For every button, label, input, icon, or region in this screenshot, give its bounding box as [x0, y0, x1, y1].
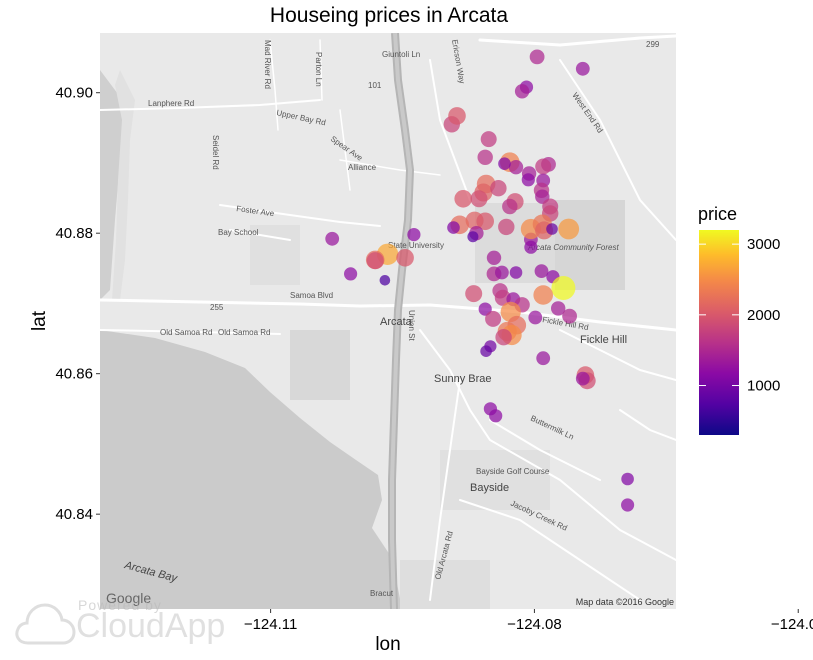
data-points	[325, 49, 635, 512]
data-point	[529, 49, 545, 65]
data-point	[509, 266, 523, 279]
data-point	[575, 371, 590, 386]
cloud-icon	[15, 603, 76, 645]
y-tick-label: 40.84	[55, 506, 93, 523]
map-label: Arcata	[380, 316, 413, 328]
data-point	[480, 131, 497, 148]
legend-tick-label: 1000	[747, 378, 780, 395]
map-label: Bayside Golf Course	[476, 467, 550, 476]
map-label: Bracut	[370, 589, 394, 598]
map-label: Giuntoli Ln	[382, 50, 420, 59]
legend-colorbar	[699, 230, 739, 435]
data-point	[621, 472, 634, 486]
x-axis: −124.11 −124.08 −124.05	[244, 609, 813, 633]
data-point	[407, 228, 421, 242]
cloudapp-watermark: Powered by CloudApp	[14, 597, 254, 657]
data-point	[344, 267, 358, 281]
data-point	[514, 84, 530, 99]
map-label: Sunny Brae	[434, 373, 491, 385]
data-point	[379, 275, 391, 286]
data-point	[448, 107, 466, 125]
map-label: Mad River Rd	[263, 40, 272, 89]
data-point	[477, 149, 493, 165]
x-axis-label: lon	[375, 634, 400, 655]
map-label: Samoa Blvd	[290, 291, 333, 300]
data-point	[454, 190, 473, 208]
sand-spit	[112, 70, 135, 300]
map-label: 299	[646, 40, 660, 49]
legend: price 1000 2000 3000	[698, 204, 780, 435]
google-logo: Google	[106, 590, 151, 606]
data-point	[470, 190, 488, 208]
map-label: 101	[368, 81, 382, 90]
legend-title: price	[698, 204, 737, 224]
map-label: Old Samoa Rd	[160, 328, 212, 337]
data-point	[498, 218, 515, 236]
map-label: Bay School	[218, 228, 259, 237]
map-label: Parton Ln	[314, 52, 323, 87]
x-tick-label: −124.11	[244, 616, 298, 633]
data-point	[494, 289, 511, 306]
y-tick-label: 40.88	[55, 225, 93, 242]
map-label: Old Samoa Rd	[218, 328, 270, 337]
data-point	[495, 329, 512, 346]
data-point	[490, 180, 507, 197]
data-point	[536, 351, 551, 366]
data-point	[467, 231, 479, 243]
data-point	[486, 250, 502, 265]
data-point	[533, 285, 553, 305]
chart-title: Houseing prices in Arcata	[270, 4, 508, 27]
map-label: State University	[388, 241, 444, 250]
legend-tick-label: 2000	[747, 307, 780, 324]
data-point	[551, 276, 576, 300]
map-label: Fickle Hill	[580, 334, 627, 346]
data-point	[508, 160, 524, 175]
y-tick-label: 40.86	[55, 366, 93, 383]
data-point	[502, 198, 518, 215]
map-label: Union St	[407, 310, 416, 341]
data-point	[495, 265, 509, 280]
map-label: Arcata Community Forest	[527, 243, 619, 252]
map-label: Lanphere Rd	[148, 99, 194, 108]
x-tick-label: −124.05	[771, 616, 813, 633]
data-point	[621, 498, 635, 512]
data-point	[562, 308, 577, 324]
data-point	[546, 223, 558, 235]
map-label: 255	[210, 303, 224, 312]
data-point	[476, 212, 495, 231]
data-point	[396, 248, 414, 267]
data-point	[551, 301, 566, 316]
data-point	[558, 218, 580, 240]
data-point	[575, 61, 590, 76]
x-tick-label: −124.08	[507, 616, 562, 633]
bay-water	[100, 330, 402, 609]
watermark-powered-text: Powered by	[78, 597, 162, 613]
basemap: Lanphere Rd Upper Bay Rd Foster Ave Bay …	[100, 33, 676, 609]
data-point	[465, 285, 483, 303]
map-label: Alliance	[348, 163, 377, 172]
legend-tick-label: 3000	[747, 236, 780, 253]
data-point	[489, 409, 503, 423]
data-point	[524, 240, 538, 254]
data-point	[480, 345, 492, 358]
data-point	[325, 231, 340, 246]
data-point	[447, 221, 460, 234]
y-axis: 40.84 40.86 40.88 40.90	[55, 85, 100, 523]
map-label: Seidel Rd	[211, 135, 220, 170]
y-tick-label: 40.90	[55, 85, 93, 102]
data-point	[528, 310, 543, 325]
data-point	[535, 158, 552, 175]
data-point	[366, 252, 384, 270]
map-attribution: Map data ©2016 Google	[576, 597, 674, 607]
data-point	[534, 264, 549, 278]
data-point	[521, 173, 535, 187]
data-point	[485, 310, 502, 327]
watermark-brand-text: CloudApp	[76, 607, 226, 645]
y-axis-label: lat	[29, 310, 50, 331]
data-point	[498, 157, 511, 170]
map-label: Bayside	[470, 482, 509, 494]
